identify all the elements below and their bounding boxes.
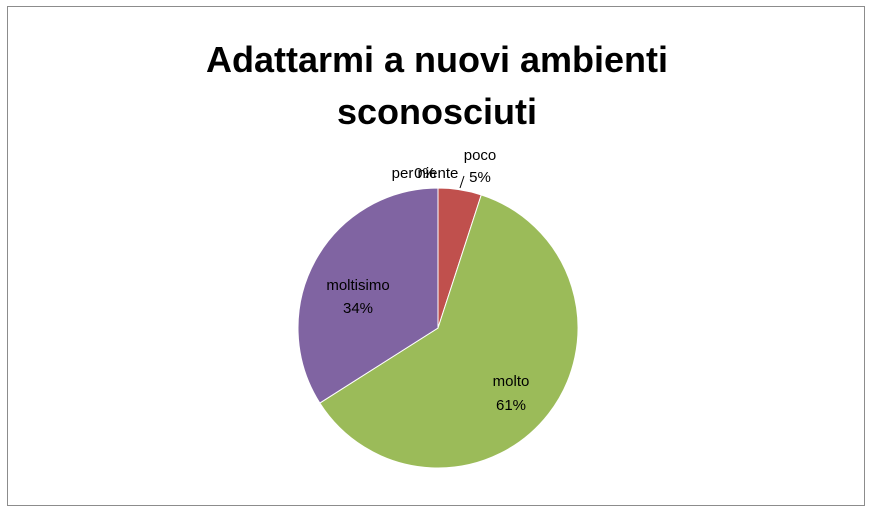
slice-pct-poco: 5%: [469, 169, 491, 186]
slice-label-moltisimo: moltisimo: [326, 277, 389, 294]
slice-label-per-niente: per niente: [392, 165, 459, 182]
leader-line-poco: [459, 175, 465, 189]
slice-pct-molto: 61%: [496, 397, 526, 414]
slice-label-molto: molto: [493, 373, 530, 390]
chart-title-line-2: sconosciuti: [336, 91, 538, 132]
slice-pct-per-niente: 0%: [414, 165, 436, 182]
slice-pct-moltisimo: 34%: [343, 300, 373, 317]
slice-label-poco: poco: [464, 147, 497, 164]
pie-slice-moltisimo: [297, 187, 439, 404]
chart-title-line-1: Adattarmi a nuovi ambienti: [205, 39, 669, 80]
chart-title: Adattarmi a nuovi ambienti sconosciuti: [0, 34, 874, 138]
pie-slice-molto: [319, 194, 579, 469]
